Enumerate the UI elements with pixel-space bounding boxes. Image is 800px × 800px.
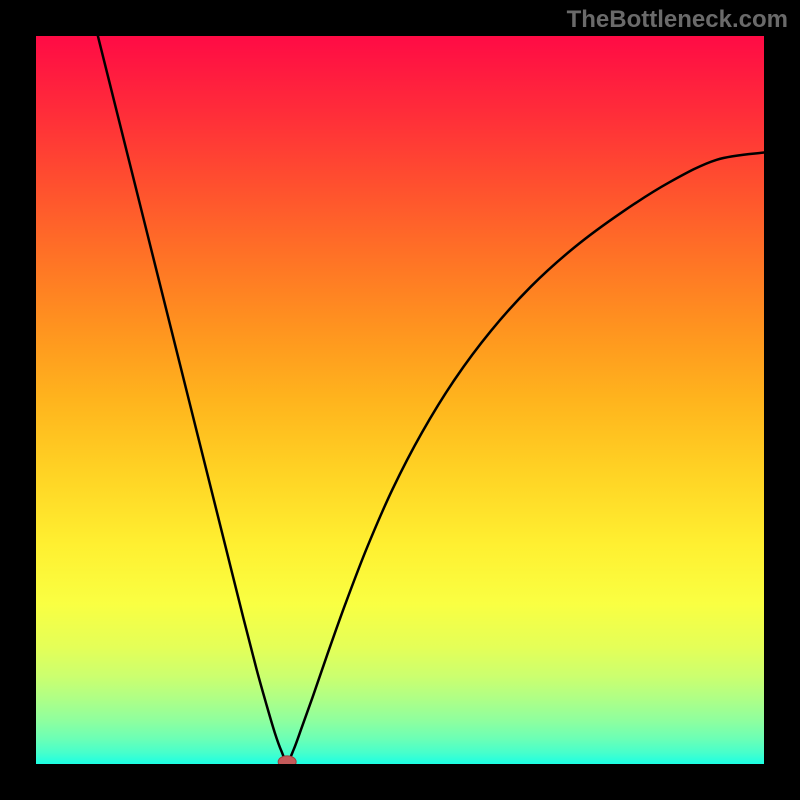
watermark-text: TheBottleneck.com	[567, 6, 788, 34]
plot-area	[36, 36, 764, 764]
plot-svg	[36, 36, 764, 764]
minimum-marker	[278, 756, 296, 764]
gradient-background	[36, 36, 764, 764]
chart-frame: TheBottleneck.com	[0, 0, 800, 800]
